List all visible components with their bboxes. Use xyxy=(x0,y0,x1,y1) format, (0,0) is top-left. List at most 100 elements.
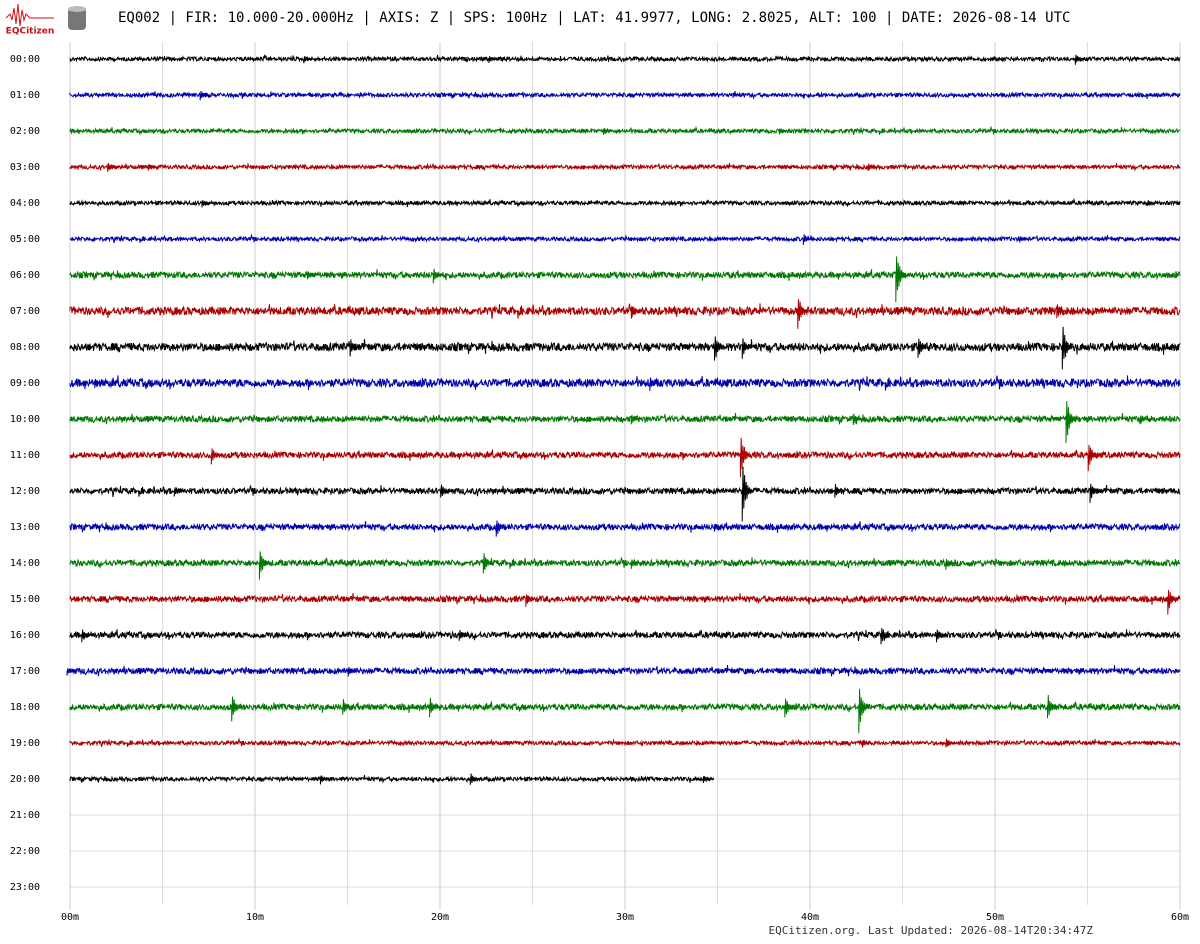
event xyxy=(732,92,744,98)
row-label: 16:00 xyxy=(10,630,40,641)
row-label: 10:00 xyxy=(10,414,40,425)
event xyxy=(1047,694,1059,719)
event xyxy=(147,164,159,171)
event xyxy=(603,127,615,135)
event xyxy=(797,299,809,329)
event xyxy=(1139,415,1151,425)
event xyxy=(319,775,332,785)
event xyxy=(945,738,957,748)
row-label: 20:00 xyxy=(10,774,40,785)
event xyxy=(1019,236,1031,243)
logo-wave xyxy=(5,3,54,27)
row-label: 01:00 xyxy=(10,90,40,101)
event xyxy=(482,553,495,574)
x-tick-label: 50m xyxy=(986,912,1004,923)
event xyxy=(1087,444,1100,472)
event xyxy=(714,524,726,532)
chart-title: EQ002 | FIR: 10.000-20.000Hz | AXIS: Z |… xyxy=(118,10,1070,26)
event xyxy=(895,256,907,303)
row-label: 08:00 xyxy=(10,342,40,353)
row-label: 05:00 xyxy=(10,234,40,245)
event xyxy=(94,378,106,389)
logo: EQCitizen xyxy=(5,3,86,37)
event xyxy=(210,448,223,465)
event xyxy=(1167,589,1179,615)
trace xyxy=(69,162,1181,172)
event xyxy=(432,268,445,284)
event xyxy=(66,667,78,676)
event xyxy=(342,699,354,715)
event xyxy=(458,629,470,641)
trace xyxy=(69,775,714,784)
x-tick-label: 20m xyxy=(431,912,449,923)
logo-text: EQCitizen xyxy=(6,27,55,37)
event xyxy=(739,437,752,478)
trace xyxy=(69,449,1181,461)
event xyxy=(867,163,879,172)
row-label: 22:00 xyxy=(10,846,40,857)
trace xyxy=(69,91,1181,100)
row-label: 03:00 xyxy=(10,162,40,173)
event xyxy=(714,336,726,361)
trace xyxy=(69,629,1181,641)
trace xyxy=(69,269,1181,281)
x-tick-label: 00m xyxy=(61,912,79,923)
trace xyxy=(69,593,1181,605)
x-tick-label: 30m xyxy=(616,912,634,923)
event xyxy=(81,629,93,643)
event xyxy=(1089,483,1101,503)
event xyxy=(1061,326,1074,370)
event xyxy=(862,739,874,748)
trace xyxy=(69,485,1181,497)
event xyxy=(702,776,714,784)
event xyxy=(349,339,361,357)
row-label: 11:00 xyxy=(10,450,40,461)
row-label: 19:00 xyxy=(10,738,40,749)
event xyxy=(858,688,870,734)
row-label: 23:00 xyxy=(10,882,40,893)
sensor-icon-top xyxy=(68,6,86,12)
trace xyxy=(69,375,1181,391)
event xyxy=(917,338,929,358)
event xyxy=(802,234,814,245)
row-label: 12:00 xyxy=(10,486,40,497)
event xyxy=(107,163,119,173)
trace xyxy=(69,233,1181,244)
trace xyxy=(69,339,1181,355)
event xyxy=(347,666,359,677)
event xyxy=(258,551,271,580)
event xyxy=(630,415,642,425)
trace xyxy=(69,53,1181,63)
event xyxy=(784,698,796,718)
trace xyxy=(69,665,1181,677)
sensor-icon xyxy=(68,8,86,30)
event xyxy=(303,55,315,64)
event xyxy=(231,696,243,722)
x-tick-label: 60m xyxy=(1171,912,1189,923)
row-label: 14:00 xyxy=(10,558,40,569)
row-label: 07:00 xyxy=(10,306,40,317)
event xyxy=(495,520,507,537)
event xyxy=(778,128,790,135)
event xyxy=(834,484,846,498)
row-label: 13:00 xyxy=(10,522,40,533)
event xyxy=(630,559,642,569)
event xyxy=(852,413,864,426)
row-label: 18:00 xyxy=(10,702,40,713)
row-label: 21:00 xyxy=(10,810,40,821)
event xyxy=(469,773,481,785)
event xyxy=(429,697,441,718)
event xyxy=(1065,401,1077,444)
event xyxy=(307,271,319,280)
row-label: 02:00 xyxy=(10,126,40,137)
event xyxy=(880,628,892,645)
event xyxy=(201,199,213,208)
event xyxy=(525,594,537,607)
trace xyxy=(69,413,1181,425)
trace xyxy=(69,701,1181,713)
row-label: 00:00 xyxy=(10,54,40,65)
x-tick-label: 40m xyxy=(801,912,819,923)
row-label: 17:00 xyxy=(10,666,40,677)
